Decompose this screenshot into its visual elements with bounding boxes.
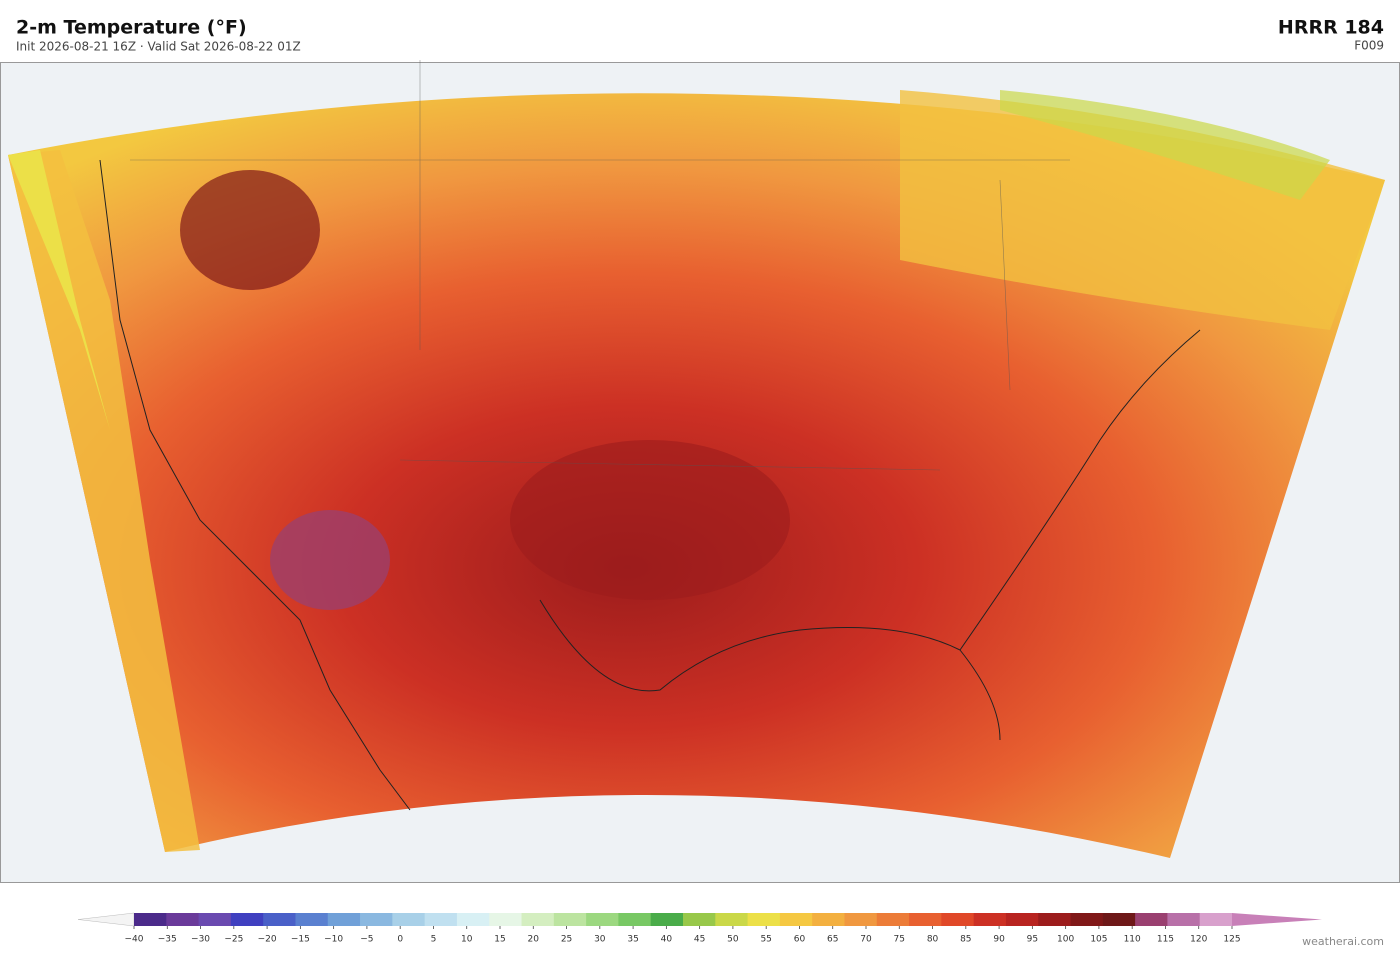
- colorbar-tick-label: 40: [661, 935, 673, 945]
- colorbar-bin: [456, 913, 490, 926]
- colorbar-bin: [1070, 913, 1104, 926]
- colorbar-bin: [715, 913, 748, 926]
- colorbar-tick-label: 105: [1090, 935, 1107, 945]
- colorbar-bin: [230, 913, 264, 926]
- colorbar-bin: [941, 913, 975, 926]
- colorbar-tick-label: −30: [191, 935, 210, 945]
- plains-hot: [510, 440, 790, 600]
- colorbar-tick-label: 5: [431, 935, 437, 945]
- colorbar-over: [1232, 913, 1322, 926]
- colorbar-bin: [779, 913, 813, 926]
- colorbar-bin: [812, 913, 845, 926]
- colorbar-bin: [1167, 913, 1201, 926]
- colorbar-bin: [198, 913, 232, 926]
- colorbar-tick-label: −40: [125, 935, 144, 945]
- gulf-atlantic-coast: [539, 329, 1201, 741]
- colorbar: −40 −35 −30 −25 −20 −15 −10 −5 0 5 10 15 20 25 30 35 40 4…: [77, 912, 1322, 945]
- colorbar-bin: [1199, 913, 1233, 926]
- colorbar-tick-label: 85: [960, 935, 971, 945]
- colorbar-bin: [1005, 913, 1039, 926]
- title: 2-m Temperature (°F): [16, 17, 247, 39]
- pacific-warm: [8, 150, 200, 852]
- colorbar-tick-label: −15: [291, 935, 310, 945]
- colorbar-tick-label: 120: [1190, 935, 1207, 945]
- colorbar-tick-label: 60: [794, 935, 806, 945]
- colorbar-tick-label: 65: [827, 935, 838, 945]
- coastline: [99, 159, 411, 811]
- credit: weatherai.com: [1302, 935, 1384, 948]
- colorbar-tick-label: 30: [594, 935, 606, 945]
- colorbar-bin: [521, 913, 555, 926]
- colorbar-tick-label: 35: [627, 935, 638, 945]
- colorbar-tick-label: 115: [1157, 935, 1174, 945]
- colorbar-bin: [263, 913, 296, 926]
- colorbar-bin: [489, 913, 522, 926]
- colorbar-tick-label: 0: [397, 935, 403, 945]
- colorbar-bin: [973, 913, 1007, 926]
- colorbar-tick-label: −25: [224, 935, 243, 945]
- colorbar-bin: [747, 913, 781, 926]
- colorbar-bin: [618, 913, 652, 926]
- colorbar-tick-label: 70: [860, 935, 872, 945]
- colorbar-bin: [1038, 913, 1071, 926]
- mountain-hot: [180, 170, 320, 290]
- colorbar-tick-label: 20: [528, 935, 540, 945]
- colorbar-tick-label: 45: [694, 935, 705, 945]
- desert-extreme: [270, 510, 390, 610]
- colorbar-tick-label: 50: [727, 935, 739, 945]
- colorbar-bin: [134, 913, 167, 926]
- colorbar-tick-label: 25: [561, 935, 572, 945]
- colorbar-tick-label: −35: [158, 935, 177, 945]
- borders: [130, 60, 1070, 471]
- colorbar-tick-label: 55: [760, 935, 771, 945]
- colorbar-bin: [424, 913, 458, 926]
- coast-cool: [8, 150, 110, 430]
- colorbar-bin: [327, 913, 361, 926]
- model: HRRR 184: [1278, 17, 1384, 39]
- colorbar-tick-label: 75: [894, 935, 905, 945]
- colorbar-bin: [1102, 913, 1136, 926]
- colorbar-bin: [166, 913, 199, 926]
- colorbar-tick-label: 10: [461, 935, 473, 945]
- colorbar-bin: [586, 913, 619, 926]
- colorbar-tick-label: 90: [993, 935, 1005, 945]
- colorbar-tick-label: 110: [1124, 935, 1141, 945]
- colorbar-bin: [650, 913, 684, 926]
- colorbar-tick-label: 80: [927, 935, 939, 945]
- colorbar-bin: [876, 913, 910, 926]
- colorbar-bin: [683, 913, 716, 926]
- colorbar-bin: [553, 913, 587, 926]
- colorbar-tick-label: −20: [258, 935, 277, 945]
- colorbar-bin: [295, 913, 329, 926]
- colorbar-bin: [1135, 913, 1168, 926]
- forecast-hour: F009: [1354, 39, 1384, 53]
- colorbar-tick-label: −10: [324, 935, 343, 945]
- subtitle: Init 2026-08-21 16Z · Valid Sat 2026-08-…: [16, 40, 301, 54]
- colorbar-tick-label: 125: [1223, 935, 1240, 945]
- canada-cool: [1000, 90, 1330, 200]
- colorbar-tick-label: 15: [494, 935, 505, 945]
- colorbar-tick-label: 95: [1027, 935, 1038, 945]
- colorbar-tick-label: −5: [360, 935, 373, 945]
- colorbar-bin: [392, 913, 426, 926]
- colorbar-under: [77, 912, 135, 927]
- colorbar-bin: [360, 913, 393, 926]
- map: [0, 60, 1400, 883]
- colorbar-bin: [844, 913, 878, 926]
- colorbar-bin: [909, 913, 942, 926]
- colorbar-tick-label: 100: [1057, 935, 1074, 945]
